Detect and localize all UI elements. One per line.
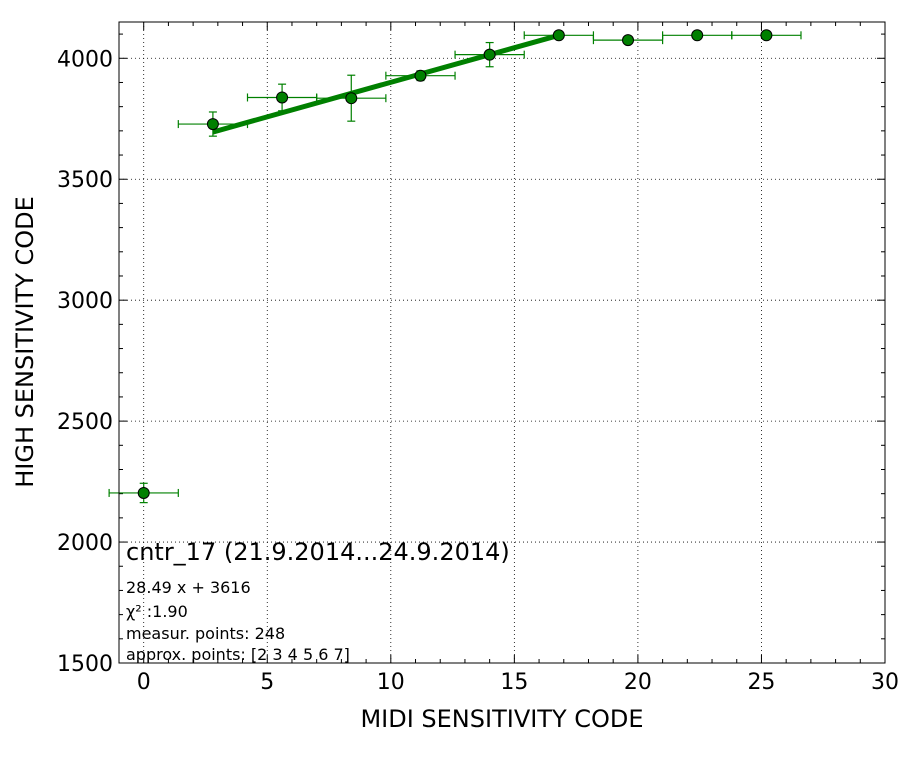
x-tick-label: 10 <box>377 670 405 695</box>
data-point <box>206 118 219 131</box>
y-tick-label: 2000 <box>57 531 113 556</box>
x-tick-label: 5 <box>260 670 274 695</box>
x-tick-label: 25 <box>747 670 775 695</box>
plot-background <box>119 22 885 663</box>
axis-ticks <box>118 22 886 664</box>
data-point <box>345 92 358 105</box>
annotation-approx-points: approx. points: [2 3 4 5 6 7] <box>126 645 350 664</box>
data-point <box>137 486 150 499</box>
plot-frame <box>118 21 886 664</box>
y-tick-label: 1500 <box>57 652 113 677</box>
data-point <box>552 29 565 42</box>
fit-line <box>212 32 560 135</box>
annotation-fit-equation: 28.49 x + 3616 <box>126 578 251 597</box>
x-tick-labels: 0 5 10 15 20 25 30 <box>137 670 899 695</box>
x-axis-label: MIDI SENSITIVITY CODE <box>360 705 643 733</box>
data-point <box>414 69 427 82</box>
x-tick-label: 15 <box>500 670 528 695</box>
x-tick-label: 20 <box>624 670 652 695</box>
data-point <box>760 29 773 42</box>
fit-line-group <box>212 32 560 135</box>
y-tick-labels: 1500 2000 2500 3000 3500 4000 <box>57 47 113 677</box>
data-point <box>483 48 496 61</box>
y-tick-label: 2500 <box>57 410 113 435</box>
x-tick-label: 0 <box>137 670 151 695</box>
data-point <box>622 34 635 47</box>
y-tick-label: 4000 <box>57 47 113 72</box>
data-point <box>691 29 704 42</box>
x-tick-label: 30 <box>871 670 899 695</box>
data-point <box>276 91 289 104</box>
data-markers <box>137 29 773 499</box>
y-tick-label: 3000 <box>57 289 113 314</box>
annotation-measured-points: measur. points: 248 <box>126 624 285 643</box>
y-axis-label: HIGH SENSITIVITY CODE <box>11 196 39 488</box>
annotation-chi-squared: χ² :1.90 <box>126 602 188 621</box>
y-tick-label: 3500 <box>57 168 113 193</box>
chart-title: cntr_17 (21.9.2014...24.9.2014) <box>126 538 510 566</box>
